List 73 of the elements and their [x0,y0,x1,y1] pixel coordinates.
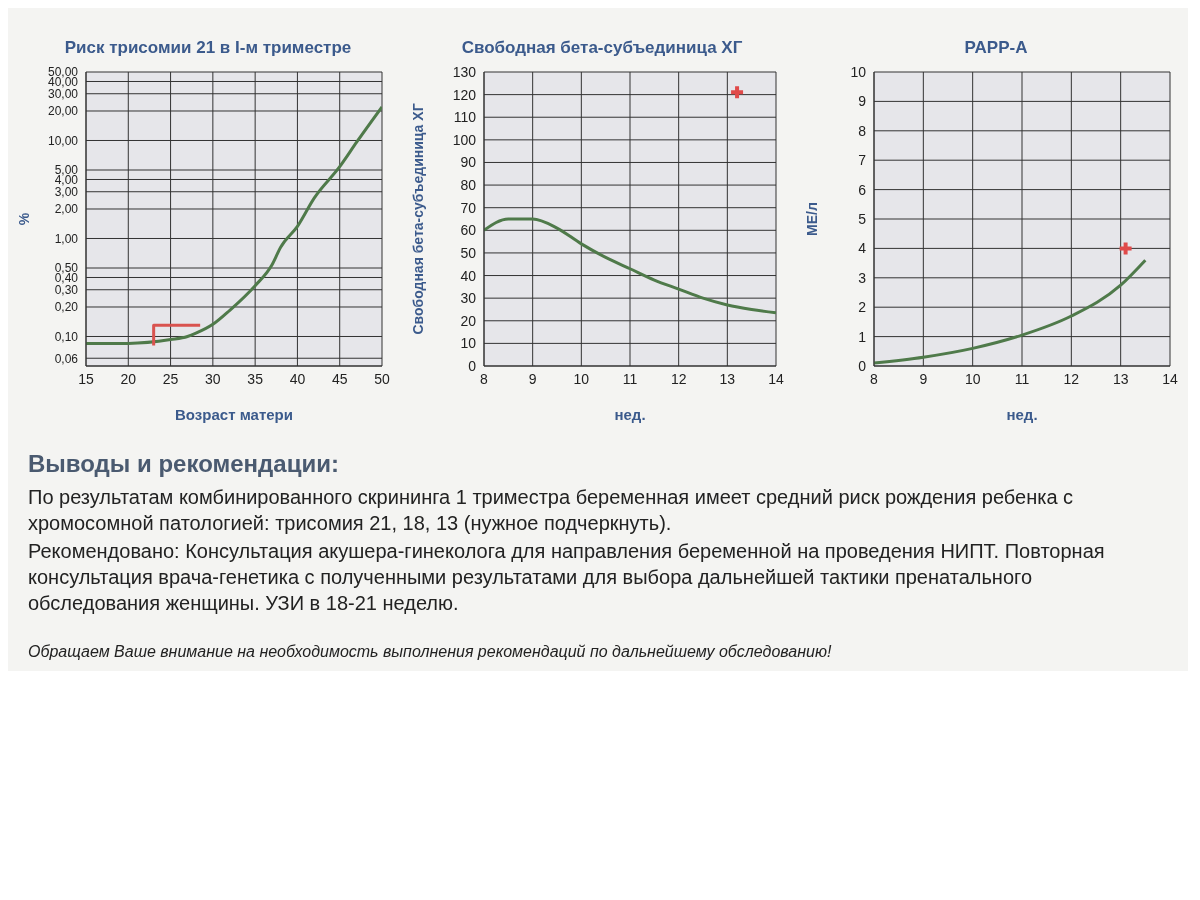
x-tick-label: 15 [78,370,94,387]
y-tick-label: 90 [460,154,477,171]
x-tick-label: 12 [670,370,687,387]
x-tick-label: 30 [205,370,221,387]
chart-title: Свободная бета-субъединица ХГ [460,38,744,59]
y-tick-label: 0 [858,357,867,374]
x-tick-label: 45 [331,370,348,387]
y-tick-label: 70 [460,199,477,216]
y-tick-label: 2 [858,299,867,316]
text: Рекомендовано: Консультация акушера-гинеколога для направления беременной на проведения НИПТ. Повторная консультация врача-генетика с полученными результатами для выбора дальнейшей тактики пренатального обследования женщины. УЗИ в 18-21 неделю. [28,539,1106,616]
y-tick-label: 1 [858,328,867,345]
x-tick-label: 8 [480,370,489,387]
y-tick-label: 20 [460,312,477,329]
x-tick-label: 20 [120,370,137,387]
x-tick-label: 10 [964,370,981,387]
x-tick-label: 13 [719,370,736,387]
x-tick-label: 14 [1162,370,1178,387]
y-tick-label: 40 [460,267,477,284]
y-tick-label: 0,30 [54,283,79,297]
x-tick-label: 25 [162,370,179,387]
y-tick-label: 110 [453,109,477,126]
y-axis-title: МЕ/л [803,202,820,236]
y-tick-label: 50 [460,244,477,261]
y-tick-label: 10,00 [47,133,79,148]
y-tick-label: 7 [858,152,867,169]
y-tick-label: 30,00 [47,87,79,101]
x-tick-label: 40 [289,370,306,387]
y-tick-label: 80 [460,177,477,194]
text: По результатам комбинированного скрининга 1 триместра беременная имеет средний риск рождения ребенка с хромосомной патологией: трисомия 21, 18, 13 (нужное подчеркнуть). [28,485,1075,536]
x-tick-label: 8 [870,370,879,387]
y-tick-label: 0,20 [54,300,79,315]
x-tick-label: 12 [1063,370,1080,387]
line-series [874,258,1147,365]
chart-title: PAPP-A [963,38,1029,59]
y-tick-label: 9 [858,93,867,110]
line-series [86,105,382,345]
chart-title: Риск трисомии 21 в I-м триместре [63,38,353,59]
x-axis-title: нед. [1006,406,1038,423]
y-tick-label: 1,00 [54,231,79,246]
text: Обращаем Ваше внимание на необходимость выполнения рекомендаций по дальнейшему обследованию! [28,642,833,662]
y-tick-label: 100 [452,131,477,148]
x-tick-label: 50 [374,370,390,387]
text: Выводы и рекомендации: [28,450,340,478]
x-tick-label: 13 [1112,370,1129,387]
x-tick-label: 10 [573,370,590,387]
y-tick-label: 60 [460,222,477,239]
x-tick-label: 14 [768,370,784,387]
x-axis-title: нед. [614,406,646,423]
y-axis-title: % [15,212,32,226]
x-axis-title: Возраст матери [175,406,293,423]
y-tick-label: 0,06 [54,351,79,366]
y-tick-label: 130 [452,63,477,80]
y-tick-label: 0,10 [54,329,79,344]
x-tick-label: 11 [1014,370,1030,387]
y-tick-label: 5 [858,210,867,227]
line-series [484,217,776,315]
y-tick-label: 3,00 [54,185,79,199]
y-tick-label: 4 [858,240,867,257]
x-tick-label: 35 [247,370,264,387]
x-tick-label: 11 [622,370,638,387]
y-tick-label: 8 [858,122,867,139]
y-tick-label: 120 [452,86,477,103]
y-tick-label: 30 [460,290,477,307]
y-axis-title: Свободная бета-субъединица ХГ [409,103,426,335]
y-tick-label: 10 [850,63,867,80]
x-tick-label: 9 [919,370,928,387]
y-tick-label: 10 [460,335,477,352]
y-tick-label: 0 [468,357,477,374]
y-tick-label: 2,00 [54,202,79,217]
x-tick-label: 9 [528,370,537,387]
y-tick-label: 6 [858,181,867,198]
y-tick-label: 20,00 [47,104,79,119]
y-tick-label: 3 [858,269,867,286]
